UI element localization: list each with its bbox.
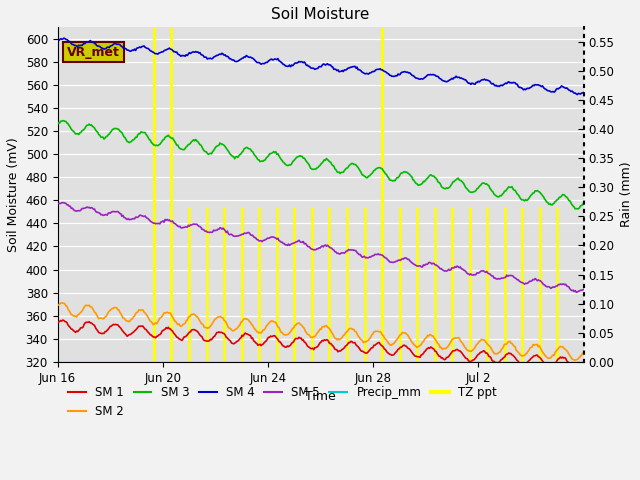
Text: VR_met: VR_met [67, 46, 120, 59]
Y-axis label: Rain (mm): Rain (mm) [620, 162, 633, 228]
Legend: SM 1, SM 2, SM 3, SM 4, SM 5, Precip_mm, TZ ppt: SM 1, SM 2, SM 3, SM 4, SM 5, Precip_mm,… [63, 382, 502, 423]
X-axis label: Time: Time [305, 390, 336, 403]
Y-axis label: Soil Moisture (mV): Soil Moisture (mV) [7, 137, 20, 252]
Title: Soil Moisture: Soil Moisture [271, 7, 370, 22]
